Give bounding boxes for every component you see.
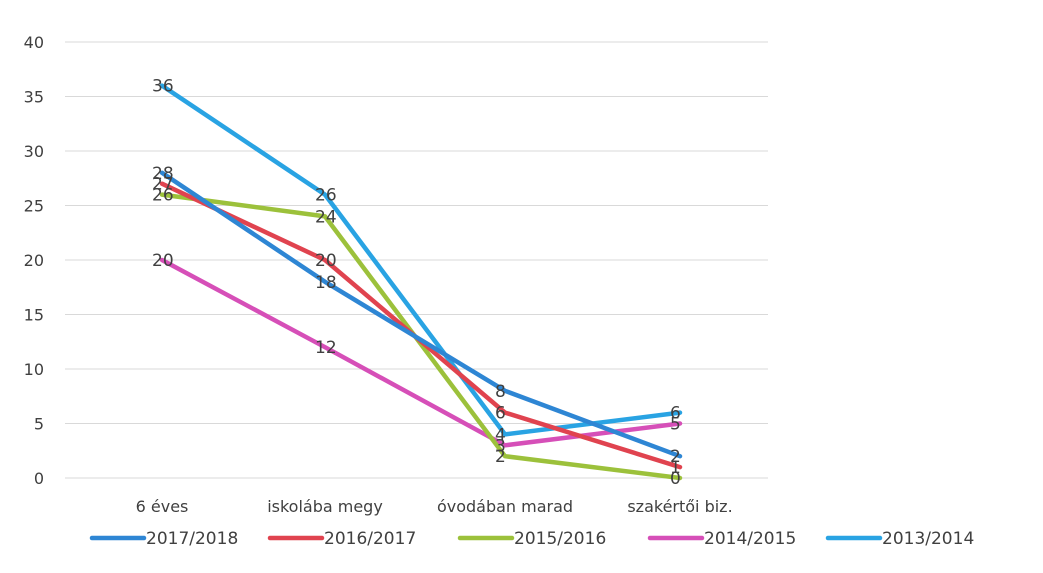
data-label: 12 bbox=[315, 338, 337, 358]
legend-item: 2016/2017 bbox=[267, 529, 416, 549]
data-label: 3 bbox=[495, 436, 506, 456]
legend-label: 2014/2015 bbox=[704, 529, 796, 549]
y-tick-label: 25 bbox=[24, 197, 44, 216]
series-lines bbox=[159, 83, 683, 481]
data-label: 5 bbox=[670, 415, 681, 435]
legend: 2017/2018 2016/2017 2015/2016 2014/2015 2013… bbox=[89, 529, 974, 549]
legend-item: 2014/2015 bbox=[647, 529, 796, 549]
data-label: 6 bbox=[670, 404, 681, 424]
x-axis-categories: 6 éves iskolába megy óvodában marad szakért… bbox=[136, 497, 733, 516]
series-line bbox=[159, 257, 683, 448]
data-label: 26 bbox=[315, 186, 337, 206]
legend-label: 2017/2018 bbox=[146, 529, 238, 549]
data-label: 1 bbox=[670, 458, 681, 478]
legend-label: 2015/2016 bbox=[514, 529, 606, 549]
data-label: 24 bbox=[315, 207, 337, 227]
y-tick-label: 30 bbox=[24, 142, 44, 161]
x-category-label: óvodában marad bbox=[437, 497, 573, 516]
y-tick-label: 5 bbox=[34, 415, 44, 434]
y-axis-ticks: 0 5 10 15 20 25 30 35 40 bbox=[24, 33, 44, 488]
data-label: 28 bbox=[152, 164, 174, 184]
x-category-label: iskolába megy bbox=[267, 497, 383, 516]
x-category-label: szakértői biz. bbox=[627, 497, 732, 516]
y-tick-label: 10 bbox=[24, 360, 44, 379]
y-tick-label: 40 bbox=[24, 33, 44, 52]
data-label: 0 bbox=[670, 469, 681, 489]
data-label: 8 bbox=[495, 382, 506, 402]
y-tick-label: 0 bbox=[34, 469, 44, 488]
y-tick-label: 20 bbox=[24, 251, 44, 270]
series-line bbox=[159, 192, 683, 481]
legend-item: 2015/2016 bbox=[457, 529, 606, 549]
data-label: 6 bbox=[495, 404, 506, 424]
y-tick-label: 15 bbox=[24, 306, 44, 325]
legend-label: 2016/2017 bbox=[324, 529, 416, 549]
data-label: 27 bbox=[152, 175, 174, 195]
legend-item: 2017/2018 bbox=[89, 529, 238, 549]
gridlines bbox=[65, 41, 768, 479]
data-label: 4 bbox=[495, 425, 506, 445]
data-label: 2 bbox=[670, 447, 681, 467]
data-label: 36 bbox=[152, 77, 174, 97]
series-line bbox=[159, 170, 683, 459]
data-label: 20 bbox=[152, 251, 174, 271]
data-label: 26 bbox=[152, 186, 174, 206]
data-label: 20 bbox=[315, 251, 337, 271]
data-label: 2 bbox=[495, 447, 506, 467]
y-tick-label: 35 bbox=[24, 88, 44, 107]
x-category-label: 6 éves bbox=[136, 497, 189, 516]
legend-label: 2013/2014 bbox=[882, 529, 974, 549]
data-label: 18 bbox=[315, 273, 337, 293]
legend-item: 2013/2014 bbox=[825, 529, 974, 549]
